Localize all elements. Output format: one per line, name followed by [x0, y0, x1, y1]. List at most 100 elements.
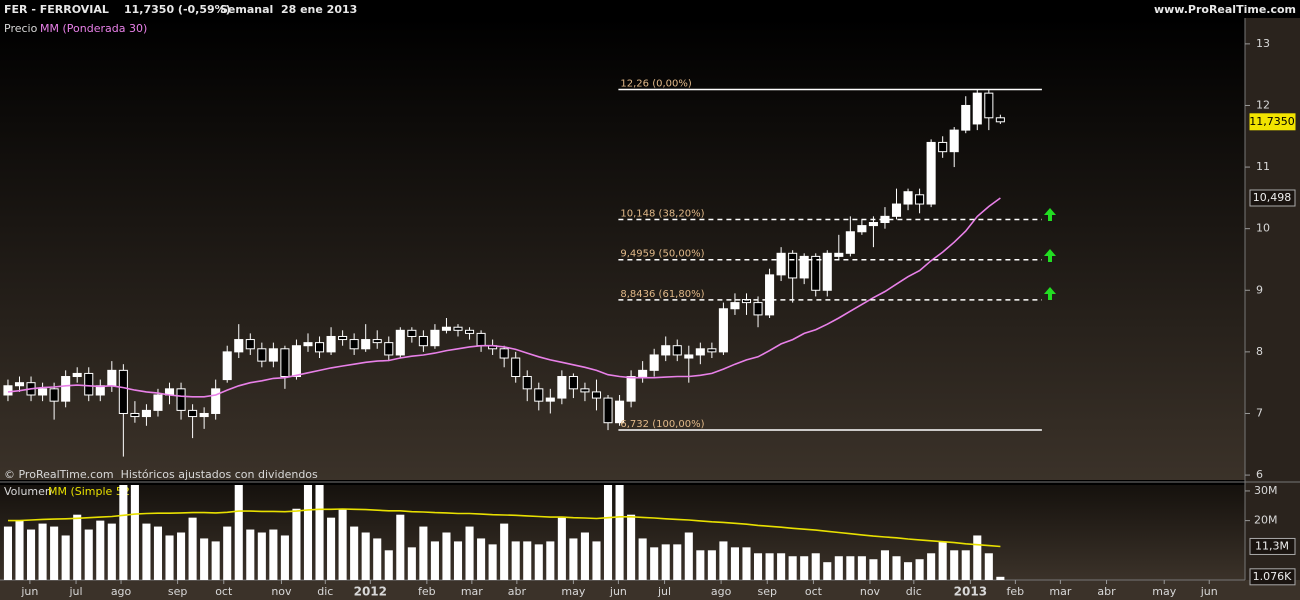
x-tick-label: jun: [609, 585, 627, 598]
candle-body: [430, 329, 440, 347]
volume-bar: [315, 485, 324, 580]
candle-body: [811, 255, 821, 291]
volume-bar: [177, 532, 186, 580]
candle-body: [372, 339, 382, 344]
x-tick-label: feb: [418, 585, 436, 598]
volume-bar: [915, 559, 924, 580]
x-tick-label: may: [1152, 585, 1176, 598]
volume-bar: [592, 541, 601, 580]
value-box: [1249, 537, 1296, 555]
candle-body: [222, 351, 232, 381]
volume-bar: [684, 532, 693, 580]
candle-body: [938, 141, 948, 153]
candle-body: [534, 388, 544, 402]
symbol: FER - FERROVIAL: [4, 3, 109, 16]
candle-body: [626, 376, 636, 402]
value-box: [1249, 189, 1296, 207]
candle-body: [499, 348, 509, 359]
volume-bar: [73, 514, 82, 580]
candle-body: [568, 376, 578, 390]
volume-bar: [361, 532, 370, 580]
volume-bar: [788, 556, 797, 580]
volume-bar: [211, 541, 220, 580]
candle-body: [465, 329, 475, 334]
volume-bar: [638, 538, 647, 580]
volume-bar: [823, 562, 832, 580]
x-axis-panel: [0, 580, 1300, 600]
candle-body: [49, 388, 59, 402]
volume-bar: [119, 485, 128, 580]
y-tick-label: 7: [1256, 406, 1263, 419]
volume-bar: [984, 553, 993, 580]
x-tick-label: jul: [68, 585, 82, 598]
candle-body: [672, 345, 682, 356]
candle-body: [972, 92, 982, 125]
volume-bar: [950, 550, 959, 580]
candle-body: [476, 332, 486, 347]
volume-bar: [927, 553, 936, 580]
candle-body: [418, 335, 428, 347]
x-tick-label: ago: [111, 585, 132, 598]
volume-bar: [846, 556, 855, 580]
volume-bar: [396, 514, 405, 580]
volume-bar: [546, 541, 555, 580]
candle-body: [788, 252, 798, 279]
candle-body: [234, 339, 244, 353]
quote: 11,7350 (-0,59%): [124, 3, 231, 16]
candle-body: [845, 231, 855, 254]
x-tick-label: 2012: [354, 585, 387, 599]
y-tick-label: 12: [1256, 98, 1270, 111]
candle-body: [118, 369, 128, 414]
x-tick-label: oct: [805, 585, 823, 598]
volume-bar: [350, 526, 359, 580]
candle-body: [649, 354, 659, 371]
candle-body: [995, 117, 1005, 123]
candle-body: [3, 385, 13, 396]
volume-bar: [580, 532, 589, 580]
candle-body: [361, 339, 371, 350]
volume-bar: [811, 553, 820, 580]
volume-bar: [223, 526, 232, 580]
y-tick-label: 11: [1256, 160, 1270, 173]
volume-bar: [765, 553, 774, 580]
volume-bar: [488, 544, 497, 580]
candle-body: [684, 354, 694, 359]
candle-body: [891, 203, 902, 217]
candle-body: [130, 412, 140, 418]
candle-body: [349, 339, 359, 350]
legend-volume-ma: MM (Simple 52): [48, 485, 134, 498]
y-tick-label: 30M: [1254, 484, 1278, 497]
volume-bar: [15, 520, 24, 580]
legend-volume: Volumen: [4, 485, 52, 498]
volume-bar: [130, 485, 139, 580]
volume-bar: [857, 556, 866, 580]
x-tick-label: jun: [20, 585, 38, 598]
candle-body: [915, 194, 925, 205]
volume-bar: [938, 541, 947, 580]
x-tick-label: jul: [657, 585, 671, 598]
up-arrow: [1044, 208, 1056, 221]
x-tick-label: mar: [1049, 585, 1071, 598]
fib-label: 8,8436 (61,80%): [620, 289, 704, 300]
x-tick-label: oct: [215, 585, 233, 598]
volume-bar: [465, 526, 474, 580]
volume-bar: [961, 550, 970, 580]
volume-bar: [107, 523, 116, 580]
candle-body: [949, 129, 959, 153]
candle-body: [765, 274, 775, 316]
candle-body: [822, 252, 832, 291]
header-bar: [0, 0, 1300, 18]
volume-bar: [834, 556, 843, 580]
candle-body: [61, 376, 71, 402]
price-plot: 12,26 (0,00%) 10,148 (38,20%) 9,4959 (50,0…: [3, 78, 1042, 457]
y-tick-label: 6: [1256, 468, 1263, 481]
volume-bar: [719, 541, 728, 580]
volume-bar: [188, 517, 197, 580]
volume-bar: [142, 523, 151, 580]
x-tick-label: feb: [1007, 585, 1025, 598]
volume-bar: [96, 520, 105, 580]
candle-body: [776, 252, 786, 276]
x-tick-label: may: [561, 585, 585, 598]
axes: 6 7 8 9 10 11 12 13 30M 20M jun jul ago sep oct nov dic 2…: [20, 37, 1296, 599]
